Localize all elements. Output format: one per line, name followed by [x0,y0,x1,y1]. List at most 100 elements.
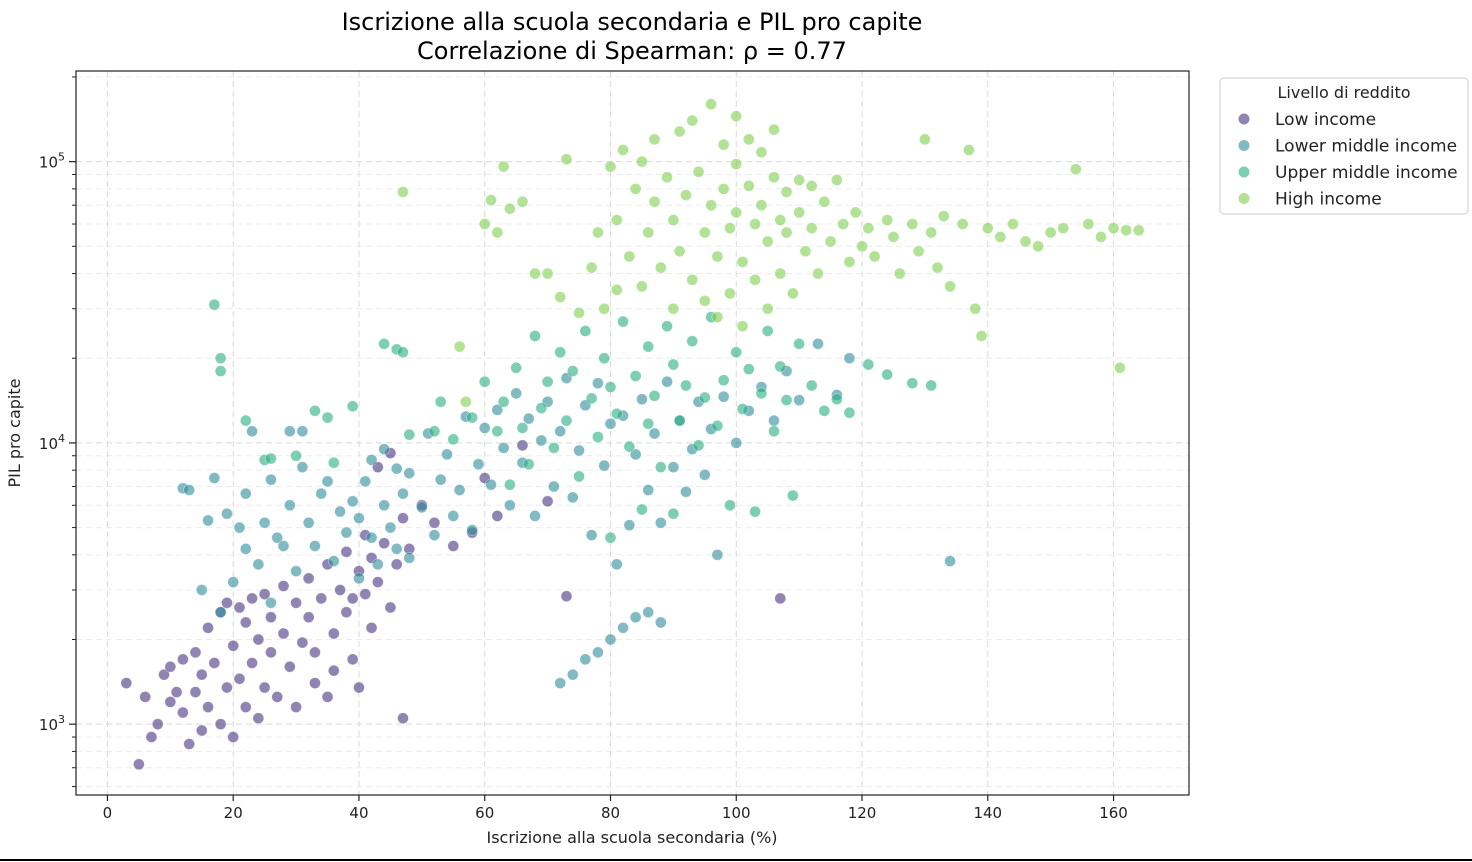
data-point [780,186,793,198]
data-point [799,245,812,258]
data-point [434,473,447,486]
data-point [384,521,397,534]
data-point [522,458,535,470]
data-point [648,133,661,146]
data-point [290,597,302,609]
data-point [975,330,988,342]
data-point [604,633,617,646]
data-point [434,396,447,408]
data-point [328,627,340,640]
data-point [818,195,831,208]
data-point [302,516,315,529]
y-axis-label: PIL pro capite [5,379,24,488]
data-point [1107,222,1120,234]
data-point [548,442,560,454]
data-point [1007,218,1019,230]
data-point [837,218,849,230]
data-point [158,668,170,681]
data-point [780,394,793,406]
data-point [686,114,699,127]
data-point [969,302,982,315]
data-point [315,592,328,605]
data-point [724,499,736,512]
data-point [139,691,151,703]
data-point [1070,163,1082,175]
data-point [221,597,233,609]
data-point [554,346,566,359]
data-point [497,396,510,408]
data-point [592,377,604,390]
data-point [761,235,774,248]
data-point [309,405,321,417]
data-point [711,250,724,263]
data-point [315,487,328,500]
data-point [818,405,831,417]
data-point [831,393,843,406]
data-point [227,639,240,652]
data-point [774,214,787,226]
legend-marker [1238,140,1250,151]
data-point [195,584,208,596]
data-point [202,514,214,527]
data-point [378,443,390,455]
data-point [265,597,277,609]
data-point [636,280,648,293]
data-point [981,222,994,234]
data-point [636,393,648,406]
data-point [208,472,221,484]
data-point [504,478,516,491]
data-point [812,267,824,280]
data-point [881,368,893,381]
data-point [925,379,937,392]
data-point [397,346,409,359]
data-point [277,627,290,640]
data-point [346,653,359,666]
data-point [554,291,566,303]
legend-marker [1238,113,1250,125]
data-point [516,439,529,452]
data-point [365,454,378,466]
data-point [579,325,592,337]
data-point [441,448,453,461]
data-point [535,402,548,414]
data-point [768,414,780,427]
data-point [359,588,372,600]
legend-label: Lower middle income [1275,137,1457,157]
data-point [529,510,541,522]
data-point [642,340,655,353]
data-point [925,226,937,239]
data-point [648,427,661,440]
data-point [566,365,579,377]
y-tick-label: 105 [39,151,65,172]
data-point [774,360,787,373]
data-point [610,558,623,571]
data-point [277,580,290,592]
data-point [554,677,566,689]
data-point [478,422,491,434]
data-point [667,461,680,473]
data-point [881,214,893,226]
data-point [843,406,856,419]
chart-subtitle: Correlazione di Spearman: ρ = 0.77 [417,37,847,65]
data-point [177,706,189,719]
data-point [183,484,195,496]
data-point [617,144,629,156]
data-point [623,250,636,263]
data-point [397,712,409,725]
data-point [724,287,736,300]
data-point [629,183,642,195]
data-point [774,267,787,280]
data-point [170,686,183,698]
data-point [529,267,541,280]
data-point [296,636,309,649]
data-point [472,458,485,470]
data-point [755,387,768,400]
data-point [177,653,189,666]
data-point [466,524,478,536]
y-tick-label: 103 [39,713,65,734]
data-point [661,320,673,332]
data-point [573,444,585,457]
data-point [736,256,749,268]
data-point [711,311,724,323]
data-point [522,412,535,425]
